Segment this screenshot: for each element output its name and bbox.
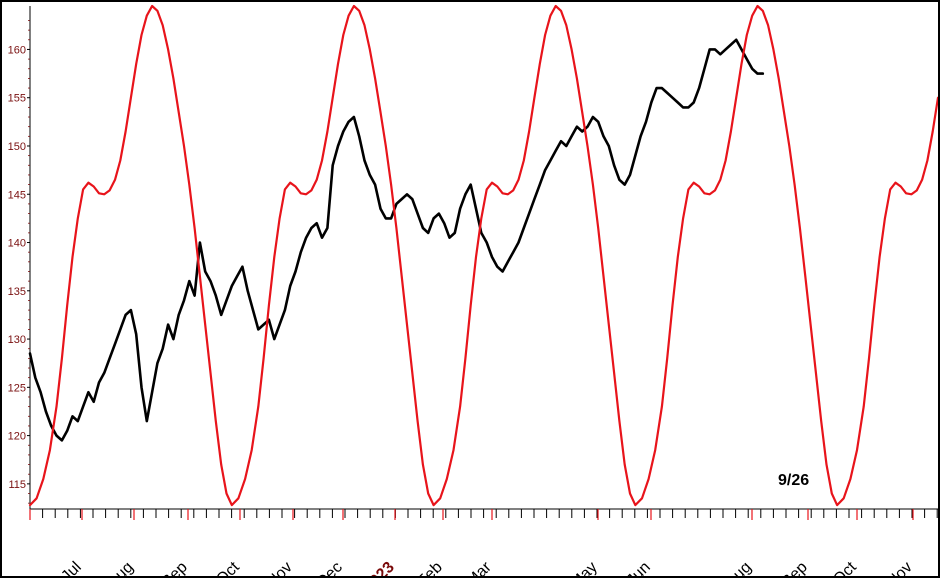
x-tick-label: Jun [624,559,654,576]
cycle-series-line [28,4,938,507]
y-tick-label: 140 [8,238,26,250]
x-tick-label: Oct [830,558,860,576]
price-series-line [28,38,765,442]
series-layer [28,4,938,507]
date-annotation: 9/26 [778,472,809,489]
x-tick-label: Nov [884,559,916,576]
y-tick-label: 115 [8,479,26,491]
x-tick-label: Sep [779,559,811,576]
y-tick-label: 160 [8,44,26,56]
x-tick-label: Feb [414,559,446,576]
x-tick-label: May [567,559,600,576]
y-tick-label: 125 [8,382,26,394]
x-tick-label: Sep [159,559,191,576]
x-tick-label: Oct [213,558,243,576]
x-tick-label: Aug [105,559,137,576]
x-tick-label: Nov [264,559,296,576]
y-tick-label: 120 [8,431,26,443]
x-tick-label: 2023 [361,559,398,576]
y-tick-label: 130 [8,334,26,346]
x-tick-label: Aug [723,559,755,576]
y-tick-label: 150 [8,141,26,153]
x-tick-label: Jul [58,559,84,576]
y-tick-label: 155 [8,93,26,105]
y-tick-label: 145 [8,189,26,201]
y-tick-label: 135 [8,286,26,298]
x-tick-label: Dec [314,559,346,576]
x-tick-label: Mar [463,558,495,576]
